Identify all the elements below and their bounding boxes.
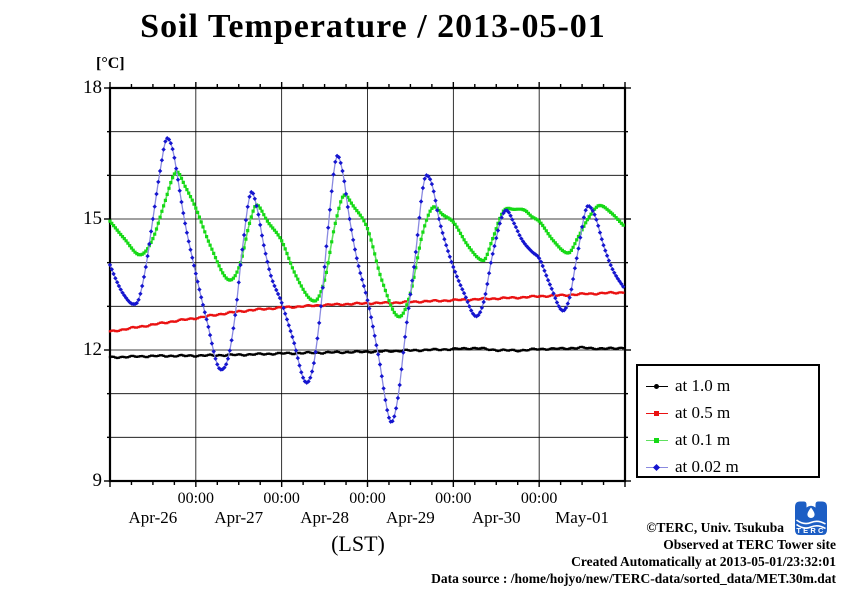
x-date-label-Apr-30: Apr-30 — [471, 508, 521, 527]
y-tick-label-15: 15 — [83, 208, 102, 229]
legend-label: at 0.1 m — [675, 430, 731, 449]
y-tick-label-9: 9 — [92, 470, 103, 491]
x-time-label-4: 00:00 — [520, 490, 558, 507]
x-time-label-3: 00:00 — [435, 490, 472, 507]
legend-label: at 0.02 m — [675, 457, 739, 476]
legend-box: at 1.0 m at 0.5 m at 0.1 m at 0.02 m — [636, 364, 820, 478]
legend-label: at 1.0 m — [675, 376, 731, 395]
x-date-label-May-01: May-01 — [555, 508, 609, 527]
x-date-label-Apr-27: Apr-27 — [214, 508, 264, 527]
legend-marker-diamond-icon — [646, 462, 668, 472]
x-time-label-0: 00:00 — [177, 490, 215, 507]
footer-created-at: Created Automatically at 2013-05-01/23:3… — [571, 554, 836, 569]
x-date-label-Apr-28: Apr-28 — [300, 508, 349, 527]
terc-logo-icon: TERC — [795, 501, 827, 535]
chart-title: Soil Temperature / 2013-05-01 — [140, 8, 606, 45]
series-markers-at-1-0-m — [108, 345, 625, 360]
legend-marker-circle-icon — [646, 381, 668, 391]
legend-marker-square-icon — [646, 408, 668, 418]
y-tick-label-12: 12 — [83, 339, 102, 360]
y-tick-label-18: 18 — [83, 77, 102, 98]
legend-item-at-1-0-m: at 1.0 m — [646, 376, 730, 396]
legend-item-at-0-1-m: at 0.1 m — [646, 430, 730, 450]
x-time-label-1: 00:00 — [263, 490, 300, 507]
series-markers-at-0-1-m — [108, 170, 625, 319]
legend-item-at-0-5-m: at 0.5 m — [646, 403, 730, 423]
footer-observed-site: Observed at TERC Tower site — [663, 537, 836, 552]
legend-item-at-0-02-m: at 0.02 m — [646, 457, 739, 477]
legend-marker-square-icon — [646, 435, 668, 445]
svg-text:TERC: TERC — [796, 526, 825, 535]
legend-label: at 0.5 m — [675, 403, 731, 422]
x-date-label-Apr-29: Apr-29 — [386, 508, 435, 527]
series-markers-at-0-02-m — [107, 136, 626, 424]
x-time-label-2: 00:00 — [349, 490, 386, 507]
y-axis-unit-label: [°C] — [96, 55, 125, 72]
x-axis-label: (LST) — [331, 531, 385, 556]
x-date-label-Apr-26: Apr-26 — [128, 508, 178, 527]
footer-copyright: ©TERC, Univ. Tsukuba — [646, 520, 784, 535]
series-markers-at-0-5-m — [108, 290, 625, 333]
footer-data-source: Data source : /home/hojyo/new/TERC-data/… — [431, 571, 836, 586]
